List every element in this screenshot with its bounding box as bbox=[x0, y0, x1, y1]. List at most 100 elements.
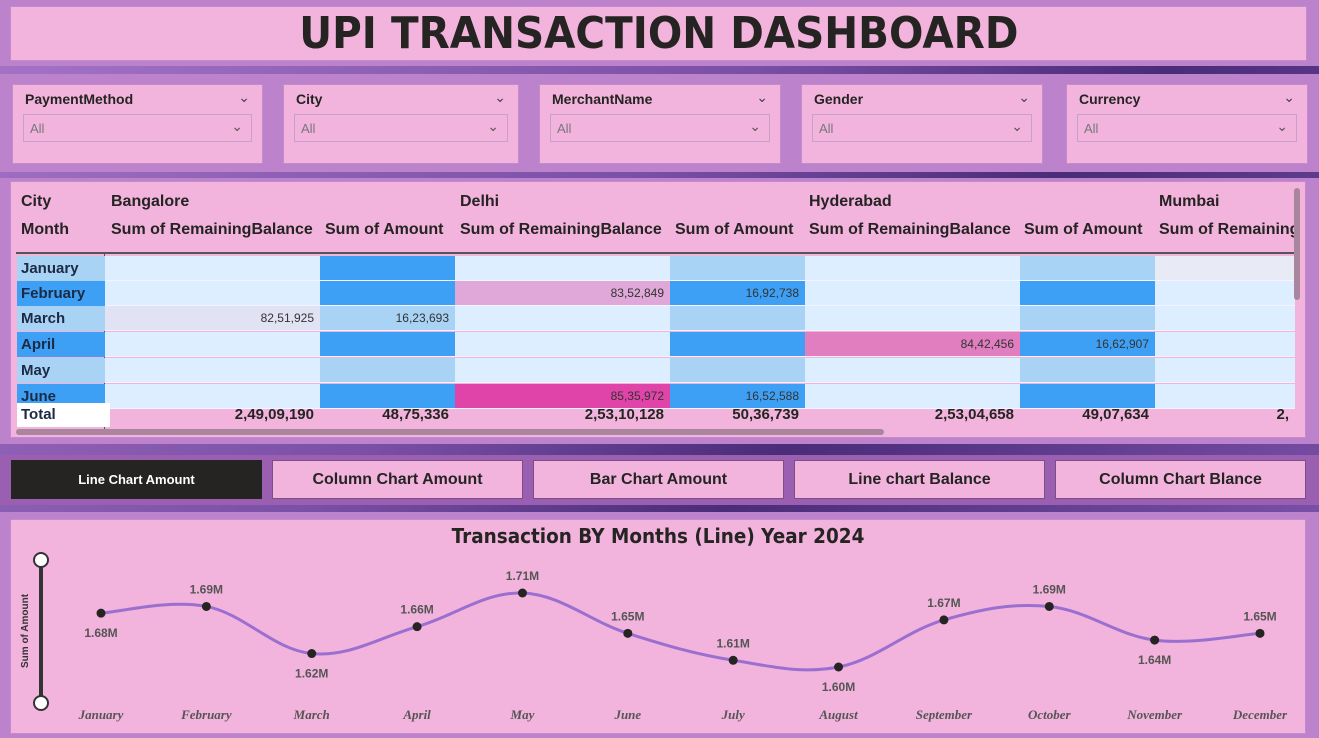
row-label-month[interactable]: April bbox=[17, 332, 110, 357]
matrix-cell bbox=[320, 384, 455, 409]
slicer-payment-method[interactable]: PaymentMethod ⌄ All ⌄ bbox=[12, 84, 263, 164]
row-header-month: Month bbox=[21, 221, 69, 238]
slicer-value: All bbox=[301, 121, 316, 136]
row-label-month[interactable]: February bbox=[17, 281, 110, 306]
tab-line-chart-balance[interactable]: Line chart Balance bbox=[794, 460, 1045, 499]
data-point[interactable] bbox=[412, 622, 422, 632]
slicer-currency[interactable]: Currency ⌄ All ⌄ bbox=[1066, 84, 1308, 164]
line-chart-panel: Transaction BY Months (Line) Year 2024 S… bbox=[10, 519, 1306, 734]
data-label: 1.65M bbox=[1243, 609, 1276, 623]
data-label: 1.68M bbox=[84, 626, 117, 640]
chevron-down-icon[interactable]: ⌄ bbox=[238, 89, 250, 105]
matrix-cell bbox=[670, 256, 805, 281]
matrix-cell bbox=[105, 256, 320, 281]
matrix-cell bbox=[455, 306, 670, 331]
city-header[interactable]: Delhi bbox=[460, 193, 500, 210]
vertical-scrollbar[interactable] bbox=[1294, 188, 1300, 300]
matrix-cell bbox=[105, 332, 320, 357]
slicer-dropdown[interactable]: All ⌄ bbox=[294, 114, 508, 142]
chevron-down-icon[interactable]: ⌄ bbox=[1276, 118, 1288, 134]
x-tick-label: May bbox=[510, 707, 535, 722]
slicer-merchant-name[interactable]: MerchantName ⌄ All ⌄ bbox=[539, 84, 781, 164]
slicer-value: All bbox=[30, 121, 45, 136]
data-point[interactable] bbox=[1255, 628, 1265, 638]
x-tick-label: August bbox=[818, 707, 858, 722]
tab-column-chart-amount[interactable]: Column Chart Amount bbox=[272, 460, 523, 499]
slicer-dropdown[interactable]: All ⌄ bbox=[23, 114, 252, 142]
matrix-cell bbox=[455, 332, 670, 357]
matrix-cell: 85,35,972 bbox=[455, 384, 670, 409]
total-cell: 48,75,336 bbox=[382, 406, 449, 423]
y-axis-label: Sum of Amount bbox=[20, 593, 31, 668]
row-label-month[interactable]: March bbox=[17, 306, 110, 331]
measure-header[interactable]: Sum of Amount bbox=[1024, 221, 1143, 238]
data-label: 1.62M bbox=[295, 667, 328, 681]
data-point[interactable] bbox=[728, 655, 738, 665]
total-cell: 2,53,10,128 bbox=[584, 406, 664, 423]
matrix-cell: 16,23,693 bbox=[320, 306, 455, 331]
data-point[interactable] bbox=[1044, 601, 1054, 611]
chevron-down-icon[interactable]: ⌄ bbox=[756, 89, 768, 105]
data-label: 1.71M bbox=[506, 569, 539, 583]
measure-header[interactable]: Sum of Amount bbox=[675, 221, 794, 238]
data-point[interactable] bbox=[307, 649, 317, 659]
chevron-down-icon[interactable]: ⌄ bbox=[494, 89, 506, 105]
x-tick-label: January bbox=[78, 707, 124, 722]
data-point[interactable] bbox=[623, 628, 633, 638]
slicer-value: All bbox=[1084, 121, 1099, 136]
measure-header[interactable]: Sum of RemainingBalance bbox=[809, 221, 1011, 238]
total-cell: 50,36,739 bbox=[732, 406, 799, 423]
data-point[interactable] bbox=[834, 662, 844, 672]
matrix-cell bbox=[1155, 332, 1295, 357]
horizontal-scrollbar[interactable] bbox=[16, 429, 884, 435]
tab-line-chart-amount[interactable]: Line Chart Amount bbox=[11, 460, 262, 499]
x-tick-label: June bbox=[613, 707, 641, 722]
x-tick-label: March bbox=[293, 707, 330, 722]
data-label: 1.69M bbox=[1033, 582, 1066, 596]
matrix-cell bbox=[805, 256, 1020, 281]
measure-header[interactable]: Sum of Amount bbox=[325, 221, 444, 238]
tab-bar-chart-amount[interactable]: Bar Chart Amount bbox=[533, 460, 784, 499]
slicer-value: All bbox=[557, 121, 572, 136]
x-tick-label: February bbox=[180, 707, 232, 722]
chevron-down-icon[interactable]: ⌄ bbox=[1011, 118, 1023, 134]
zoom-slider-handle-top[interactable] bbox=[33, 552, 49, 568]
slicer-label: MerchantName bbox=[552, 91, 653, 107]
data-label: 1.66M bbox=[400, 603, 433, 617]
chevron-down-icon[interactable]: ⌄ bbox=[1283, 89, 1295, 105]
measure-header[interactable]: Sum of RemainingBalance bbox=[460, 221, 662, 238]
matrix-table[interactable]: City Month Bangalore Delhi Hyderabad Mum… bbox=[10, 181, 1306, 438]
slicer-gender[interactable]: Gender ⌄ All ⌄ bbox=[801, 84, 1043, 164]
matrix-cell bbox=[320, 281, 455, 306]
total-cell: 2,53,04,658 bbox=[934, 406, 1014, 423]
slicer-dropdown[interactable]: All ⌄ bbox=[812, 114, 1032, 142]
data-point[interactable] bbox=[96, 608, 106, 618]
tab-column-chart-blance[interactable]: Column Chart Blance bbox=[1055, 460, 1306, 499]
city-header[interactable]: Hyderabad bbox=[809, 193, 892, 210]
data-point[interactable] bbox=[1150, 635, 1160, 645]
data-point[interactable] bbox=[201, 601, 211, 611]
slicer-city[interactable]: City ⌄ All ⌄ bbox=[283, 84, 519, 164]
chevron-down-icon[interactable]: ⌄ bbox=[749, 118, 761, 134]
data-point[interactable] bbox=[517, 588, 527, 598]
slicer-dropdown[interactable]: All ⌄ bbox=[1077, 114, 1297, 142]
row-label-month[interactable]: January bbox=[17, 256, 110, 281]
matrix-cell bbox=[455, 256, 670, 281]
zoom-slider-handle-bottom[interactable] bbox=[33, 695, 49, 711]
row-label-month[interactable]: May bbox=[17, 358, 110, 383]
data-point[interactable] bbox=[939, 615, 949, 625]
matrix-cell bbox=[320, 358, 455, 383]
chevron-down-icon[interactable]: ⌄ bbox=[231, 118, 243, 134]
city-header[interactable]: Bangalore bbox=[111, 193, 190, 210]
chevron-down-icon[interactable]: ⌄ bbox=[487, 118, 499, 134]
matrix-cell bbox=[1155, 384, 1295, 409]
measure-header[interactable]: Sum of Remaining bbox=[1159, 221, 1300, 238]
matrix-cell bbox=[105, 358, 320, 383]
chevron-down-icon[interactable]: ⌄ bbox=[1018, 89, 1030, 105]
measure-header[interactable]: Sum of RemainingBalance bbox=[111, 221, 313, 238]
matrix-cell bbox=[320, 256, 455, 281]
data-label: 1.61M bbox=[717, 636, 750, 650]
matrix-cell: 16,92,738 bbox=[670, 281, 805, 306]
slicer-dropdown[interactable]: All ⌄ bbox=[550, 114, 770, 142]
city-header[interactable]: Mumbai bbox=[1159, 193, 1220, 210]
